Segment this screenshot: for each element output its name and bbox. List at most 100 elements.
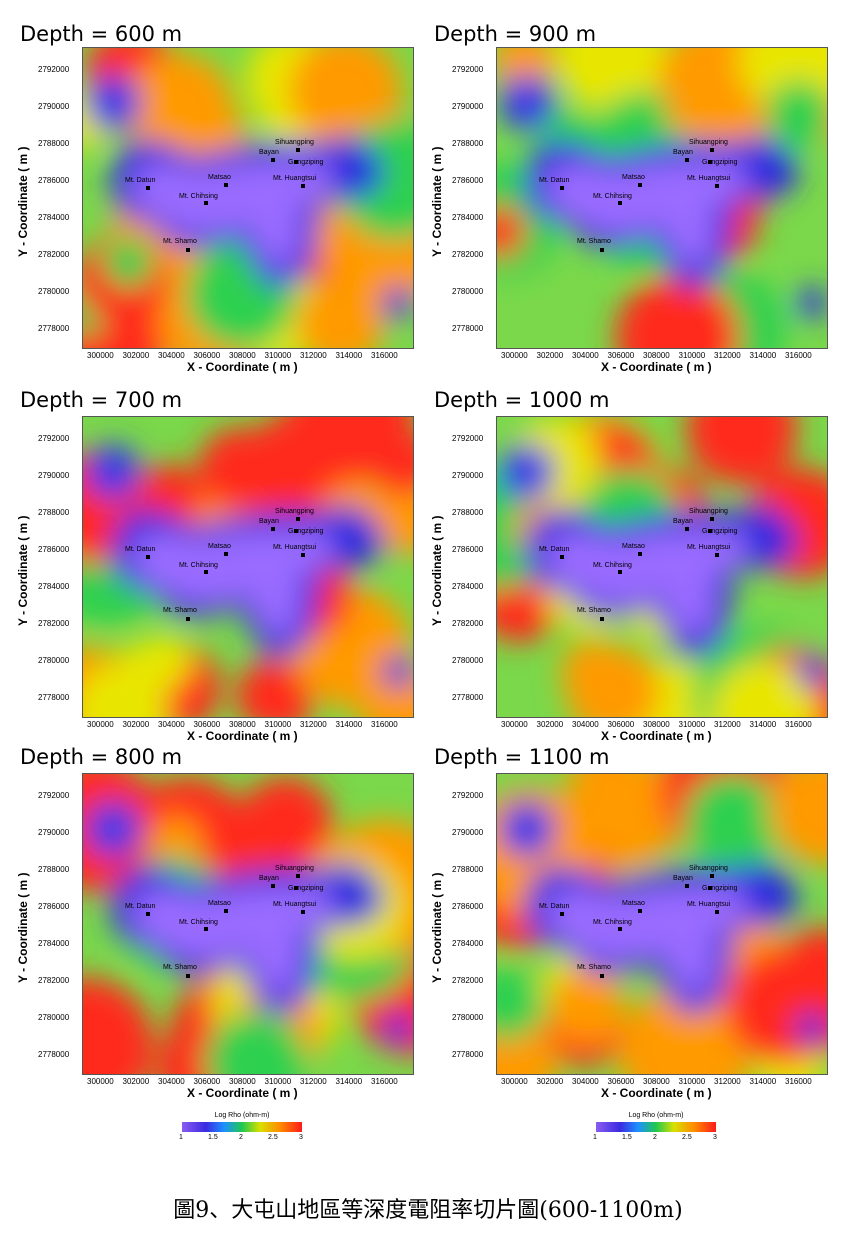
place-marker xyxy=(685,527,689,531)
x-tick-label: 304000 xyxy=(572,1077,599,1086)
legend-title: Log Rho (ohm-m) xyxy=(214,1112,270,1119)
legend-value: 1 xyxy=(593,1134,597,1141)
figure-caption: 圖9、大屯山地區等深度電阻率切片圖(600-1100m) xyxy=(173,1198,683,1223)
y-tick-label: 2788000 xyxy=(38,865,70,874)
y-tick-label: 2786000 xyxy=(38,545,70,554)
y-tick-label: 2784000 xyxy=(452,582,484,591)
depth-title: Depth = 600 m xyxy=(20,22,183,46)
place-marker xyxy=(186,617,190,621)
x-tick-label: 314000 xyxy=(749,351,777,360)
x-tick-label: 312000 xyxy=(714,720,741,729)
place-label: Sihuangping xyxy=(689,139,728,146)
y-tick-label: 2778000 xyxy=(38,324,70,333)
depth-title: Depth = 1100 m xyxy=(434,745,610,769)
place-marker xyxy=(710,517,714,521)
x-tick-label: 316000 xyxy=(785,1077,812,1086)
place-marker xyxy=(301,553,305,557)
place-label: Mt. Huangtsui xyxy=(273,544,317,551)
y-tick-label: 2778000 xyxy=(452,693,484,702)
y-tick-label: 2790000 xyxy=(452,102,484,111)
x-tick-label: 308000 xyxy=(643,720,670,729)
x-tick-label: 308000 xyxy=(643,1077,670,1086)
place-marker xyxy=(186,974,190,978)
place-marker xyxy=(294,160,298,164)
place-label: Mt. Datun xyxy=(125,903,155,910)
place-marker xyxy=(708,886,712,890)
x-tick-label: 308000 xyxy=(229,1077,256,1086)
place-marker xyxy=(638,552,642,556)
place-label: Mt. Datun xyxy=(125,177,155,184)
y-tick-label: 2790000 xyxy=(38,471,70,480)
resistivity-map: Sihuangping Bayan Gangziping Matsao Mt. Huan… xyxy=(82,773,414,1075)
x-tick-label: 316000 xyxy=(371,351,398,360)
depth-title: Depth = 900 m xyxy=(434,22,597,46)
place-label: Mt. Huangtsui xyxy=(687,544,731,551)
legend-title: Log Rho (ohm-m) xyxy=(628,1112,684,1119)
place-marker xyxy=(618,570,622,574)
y-tick-label: 2780000 xyxy=(452,1013,484,1022)
place-label: Matsao xyxy=(622,174,645,181)
x-tick-label: 312000 xyxy=(300,720,327,729)
x-tick-label: 314000 xyxy=(749,1077,777,1086)
place-marker xyxy=(708,160,712,164)
x-tick-label: 306000 xyxy=(193,720,221,729)
y-tick-label: 2784000 xyxy=(452,213,484,222)
y-tick-label: 2784000 xyxy=(38,939,70,948)
place-marker xyxy=(600,617,604,621)
place-label: Sihuangping xyxy=(689,508,728,515)
legend-value: 3 xyxy=(299,1134,303,1141)
resistivity-map: Sihuangping Bayan Gangziping Matsao Mt. Huan… xyxy=(82,416,414,718)
place-marker xyxy=(146,555,150,559)
y-tick-label: 2784000 xyxy=(452,939,484,948)
place-marker xyxy=(715,553,719,557)
legend-value: 1.5 xyxy=(622,1134,632,1141)
place-label: Sihuangping xyxy=(689,865,728,872)
y-tick-label: 2792000 xyxy=(452,434,484,443)
place-label: Matsao xyxy=(208,900,231,907)
y-tick-label: 2792000 xyxy=(452,65,484,74)
x-tick-label: 314000 xyxy=(335,1077,363,1086)
place-label: Mt. Chihsing xyxy=(179,193,218,200)
place-marker xyxy=(638,909,642,913)
place-marker xyxy=(301,184,305,188)
x-tick-label: 308000 xyxy=(229,720,256,729)
legend-value: 2.5 xyxy=(682,1134,692,1141)
place-marker xyxy=(146,912,150,916)
place-label: Mt. Shamo xyxy=(577,607,611,614)
x-tick-label: 310000 xyxy=(264,1077,292,1086)
x-tick-label: 310000 xyxy=(678,720,706,729)
legend-value: 2.5 xyxy=(268,1134,278,1141)
place-marker xyxy=(715,910,719,914)
place-label: Mt. Huangtsui xyxy=(687,901,731,908)
x-tick-label: 314000 xyxy=(335,351,363,360)
place-label: Matsao xyxy=(208,543,231,550)
place-label: Bayan xyxy=(259,518,279,525)
resistivity-map: Sihuangping Bayan Gangziping Matsao Mt. Huan… xyxy=(496,773,828,1075)
x-tick-label: 300000 xyxy=(501,720,528,729)
y-tick-label: 2792000 xyxy=(38,65,70,74)
x-tick-label: 316000 xyxy=(785,720,812,729)
y-tick-label: 2782000 xyxy=(38,976,70,985)
y-tick-label: 2790000 xyxy=(38,102,70,111)
place-label: Mt. Shamo xyxy=(577,964,611,971)
x-tick-label: 306000 xyxy=(193,351,221,360)
x-tick-label: 316000 xyxy=(371,1077,398,1086)
x-tick-label: 308000 xyxy=(643,351,670,360)
x-axis-label: X - Coordinate ( m ) xyxy=(601,729,712,743)
y-tick-label: 2782000 xyxy=(38,250,70,259)
place-label: Mt. Chihsing xyxy=(179,919,218,926)
place-marker xyxy=(271,884,275,888)
place-label: Mt. Chihsing xyxy=(593,919,632,926)
place-label: Bayan xyxy=(673,149,693,156)
y-tick-label: 2790000 xyxy=(38,828,70,837)
place-label: Mt. Shamo xyxy=(577,238,611,245)
place-marker xyxy=(708,529,712,533)
y-axis-label: Y - Coordinate ( m ) xyxy=(16,146,30,257)
x-axis-label: X - Coordinate ( m ) xyxy=(601,360,712,374)
x-tick-label: 300000 xyxy=(87,1077,114,1086)
y-tick-label: 2788000 xyxy=(38,508,70,517)
y-tick-label: 2786000 xyxy=(38,176,70,185)
place-label: Mt. Chihsing xyxy=(179,562,218,569)
place-label: Mt. Datun xyxy=(125,546,155,553)
place-label: Matsao xyxy=(622,543,645,550)
